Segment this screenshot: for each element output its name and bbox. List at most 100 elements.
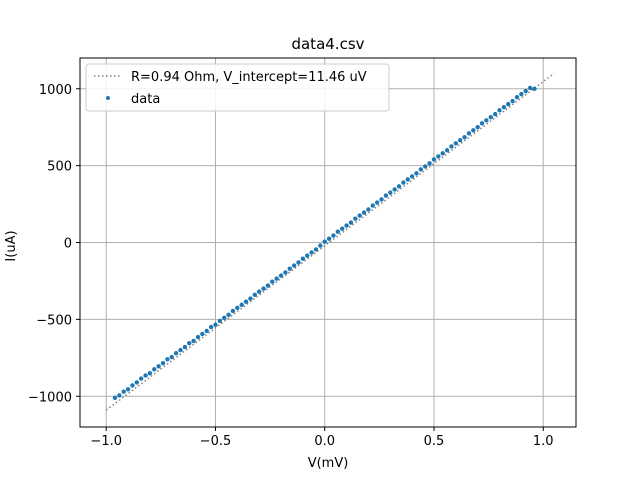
data-point	[436, 154, 441, 159]
data-point	[462, 134, 467, 140]
data-point	[379, 197, 384, 202]
data-point	[248, 296, 253, 301]
data-point	[138, 376, 144, 381]
data-point	[318, 243, 323, 248]
data-point	[243, 299, 249, 304]
data-point	[296, 260, 301, 265]
data-point	[340, 226, 345, 231]
data-point	[300, 256, 306, 261]
data-point	[440, 151, 445, 156]
data-point	[235, 305, 240, 311]
data-point	[182, 344, 188, 350]
data-point	[265, 283, 271, 288]
data-point	[492, 111, 498, 117]
data-point	[256, 289, 262, 294]
data-point	[160, 360, 166, 366]
y-tick-label: 500	[47, 160, 72, 175]
data-point	[274, 276, 279, 281]
data-point	[409, 174, 415, 179]
fit-line-layer	[105, 72, 555, 411]
data-point	[322, 239, 327, 244]
x-tick-label: 0.5	[424, 434, 445, 449]
axis-ticks: −1.0 −0.5 0.0 0.5 1.0 −1000 −500 0 500 1000	[28, 83, 554, 449]
data-point	[326, 236, 332, 241]
data-point	[291, 263, 297, 268]
data-point	[353, 216, 358, 221]
data-point	[444, 148, 450, 153]
data-point	[423, 164, 428, 169]
data-point	[501, 105, 507, 110]
data-point	[405, 177, 410, 182]
legend-box	[85, 63, 390, 112]
data-point	[497, 108, 502, 113]
fit-line	[105, 72, 555, 411]
data-point	[278, 273, 284, 278]
data-point	[187, 341, 192, 346]
data-point	[383, 193, 389, 198]
data-point	[506, 101, 511, 107]
x-tick-label: −0.5	[200, 434, 232, 449]
data-point	[239, 302, 244, 307]
data-point	[305, 253, 310, 258]
data-point	[121, 389, 126, 394]
data-point	[396, 184, 402, 189]
data-point	[374, 200, 380, 205]
data-point	[471, 128, 476, 133]
data-point	[152, 367, 157, 372]
data-point	[178, 347, 183, 353]
data-point	[195, 334, 201, 340]
data-points-layer	[112, 85, 537, 400]
data-point	[309, 250, 314, 255]
data-point	[230, 308, 236, 314]
data-point	[204, 328, 209, 334]
data-point	[479, 121, 485, 126]
data-point	[523, 88, 528, 94]
data-point	[270, 279, 275, 284]
data-point	[414, 171, 419, 176]
data-point	[208, 324, 214, 330]
data-point	[357, 213, 362, 218]
data-point	[510, 98, 515, 104]
x-tick-label: 1.0	[533, 434, 554, 449]
data-point	[488, 114, 493, 120]
legend-data-label: data	[131, 92, 160, 107]
y-tick-label: 1000	[39, 83, 72, 98]
data-point	[366, 207, 371, 212]
data-point	[261, 286, 266, 291]
data-point	[226, 312, 231, 317]
x-tick-label: 0.0	[314, 434, 335, 449]
data-point	[392, 187, 397, 192]
data-point	[475, 124, 480, 130]
y-tick-label: 0	[64, 237, 72, 252]
data-point	[418, 167, 424, 172]
data-point	[449, 144, 454, 149]
data-point	[134, 380, 140, 385]
data-point	[147, 370, 153, 376]
data-point	[344, 223, 349, 228]
data-point	[200, 331, 205, 337]
data-point	[313, 247, 319, 252]
data-point	[130, 383, 135, 388]
data-point	[283, 270, 288, 275]
data-point	[514, 95, 520, 100]
data-point	[453, 141, 459, 146]
y-tick-label: −500	[36, 313, 72, 328]
data-point	[335, 229, 341, 234]
data-point	[370, 203, 375, 208]
data-point	[143, 373, 148, 378]
legend: R=0.94 Ohm, V_intercept=11.46 uV data	[85, 63, 390, 112]
data-point	[532, 86, 537, 91]
data-point	[348, 220, 354, 225]
chart-title: data4.csv	[291, 35, 364, 53]
data-point	[331, 233, 336, 238]
data-point	[457, 138, 463, 143]
data-point	[213, 322, 218, 327]
x-axis-label: V(mV)	[308, 456, 349, 471]
data-point	[217, 318, 223, 324]
legend-data-swatch	[106, 96, 110, 100]
data-point	[519, 91, 524, 97]
y-tick-label: −1000	[28, 390, 72, 405]
x-tick-label: −1.0	[90, 434, 122, 449]
